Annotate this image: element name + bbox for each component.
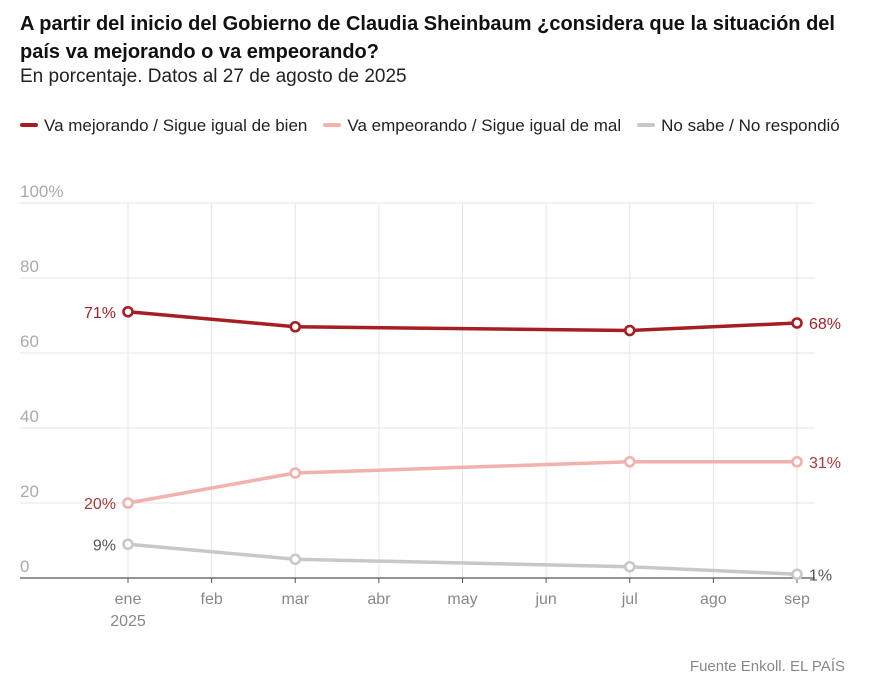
legend-label-no-sabe: No sabe / No respondió [661, 116, 840, 135]
series-line [126, 310, 799, 333]
data-label-end: 68% [809, 316, 841, 333]
data-point [623, 455, 636, 468]
data-point [791, 317, 803, 329]
data-label-end: 1% [809, 567, 832, 584]
y-tick-label: 60 [20, 332, 39, 351]
data-label-start: 71% [84, 305, 116, 322]
x-year-label: 2025 [110, 613, 146, 630]
chart-legend: Va mejorando / Sigue igual de bien Va emp… [20, 111, 850, 141]
data-label-end: 31% [809, 455, 841, 472]
chart-subtitle: En porcentaje. Datos al 27 de agosto de … [20, 66, 407, 87]
legend-swatch-mejorando [20, 122, 38, 127]
x-tick-label: mar [281, 591, 309, 608]
y-tick-label: 0 [20, 557, 29, 576]
legend-item-mejorando: Va mejorando / Sigue igual de bien [20, 116, 307, 135]
x-tick-label: jun [534, 591, 556, 608]
data-label-start: 9% [93, 537, 116, 554]
source-credit: Fuente Enkoll. EL PAÍS [689, 658, 845, 675]
series-line [126, 542, 799, 576]
chart-title: A partir del inicio del Gobierno de Clau… [20, 13, 835, 63]
y-tick-label: 100% [20, 182, 63, 201]
data-point [122, 497, 134, 509]
y-tick-label: 20 [20, 482, 39, 501]
legend-swatch-no-sabe [637, 122, 656, 127]
legend-item-no-sabe: No sabe / No respondió [637, 116, 840, 135]
data-point [289, 467, 302, 479]
legend-label-empeorando: Va empeorando / Sigue igual de mal [347, 116, 622, 135]
legend-label-mejorando: Va mejorando / Sigue igual de bien [44, 116, 308, 135]
data-point [122, 538, 134, 551]
data-point [791, 568, 803, 581]
x-tick-label: ene [115, 591, 142, 608]
legend-swatch-empeorando [323, 122, 342, 127]
x-tick-label: ago [700, 591, 727, 608]
data-point [289, 553, 302, 566]
data-point [791, 455, 803, 468]
x-tick-label: may [447, 591, 477, 608]
x-tick-label: abr [367, 591, 391, 608]
y-tick-label: 40 [20, 407, 39, 426]
data-label-start: 20% [84, 496, 116, 513]
legend-item-empeorando: Va empeorando / Sigue igual de mal [323, 116, 621, 135]
y-tick-label: 80 [20, 257, 39, 276]
x-tick-label: feb [201, 591, 223, 608]
data-point [289, 320, 302, 333]
data-point [122, 305, 134, 318]
x-tick-label: sep [784, 591, 810, 608]
data-point [623, 324, 636, 337]
series-line [126, 460, 799, 505]
data-point [623, 560, 636, 573]
x-tick-label: jul [621, 591, 638, 608]
